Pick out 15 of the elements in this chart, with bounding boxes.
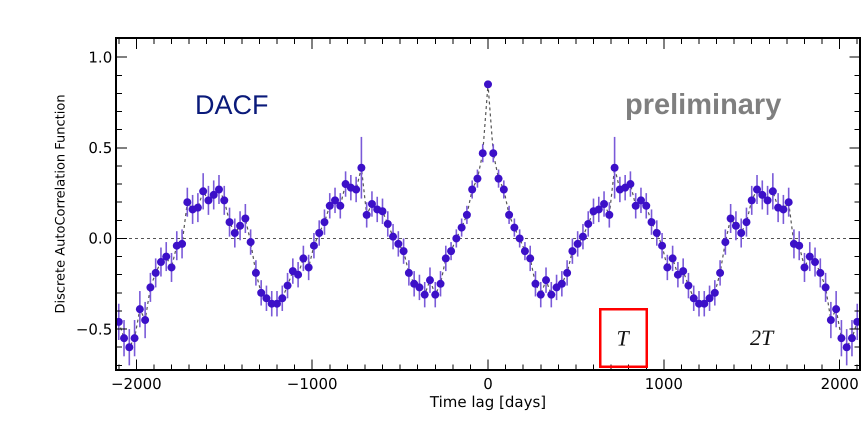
x-tick-label: 0 [483, 374, 493, 393]
annotation: preliminary [625, 89, 782, 121]
x-tick-label: 1000 [644, 374, 683, 393]
x-tick-label: −1000 [286, 374, 338, 393]
x-axis-title: Time lag [days] [428, 392, 546, 411]
x-tick-label: −2000 [110, 374, 162, 393]
y-tick-label: 0.5 [88, 139, 112, 158]
x-tick-label: 2000 [820, 374, 859, 393]
annotation: T [616, 326, 630, 350]
y-tick-label: −0.5 [76, 320, 112, 338]
annotation: 2T [750, 325, 775, 350]
y-tick-label: 0.0 [88, 230, 112, 248]
y-axis-title: Discrete AutoCorrelation Function [53, 94, 68, 314]
y-tick-label: 1.0 [88, 48, 112, 66]
annotation: DACF [195, 90, 268, 120]
